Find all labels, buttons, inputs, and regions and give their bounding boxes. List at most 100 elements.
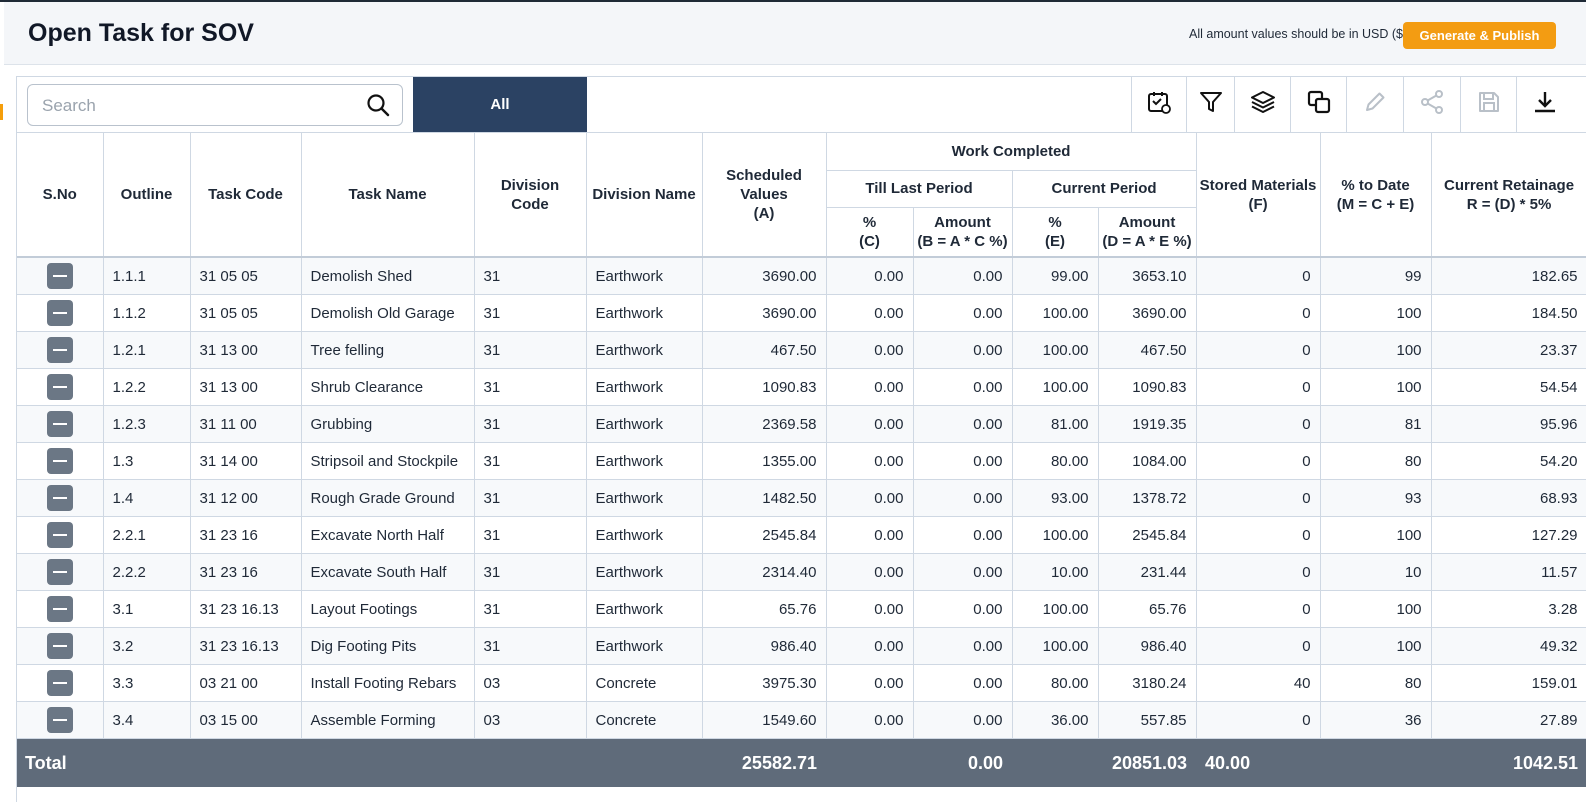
collapse-row-button[interactable] xyxy=(46,448,73,474)
collapse-row-button[interactable] xyxy=(46,633,73,659)
cell-amount-d: 1919.35 xyxy=(1098,405,1197,443)
collapse-row-button[interactable] xyxy=(46,337,73,363)
collapse-row-button[interactable] xyxy=(46,596,73,622)
cell-retainage: 49.32 xyxy=(1431,627,1586,665)
cell-amount-d: 2545.84 xyxy=(1098,516,1197,554)
cell-sno xyxy=(17,479,104,517)
cell-pct-c: 0.00 xyxy=(826,701,914,739)
cell-task-name: Tree felling xyxy=(301,331,475,369)
save-button[interactable] xyxy=(1460,77,1516,132)
calendar-check-icon xyxy=(1146,89,1172,120)
filter-button[interactable] xyxy=(1186,77,1234,132)
share-button[interactable] xyxy=(1403,77,1460,132)
cell-sno xyxy=(17,257,104,295)
cell-sno xyxy=(17,442,104,480)
cell-amount-d: 3690.00 xyxy=(1098,294,1197,332)
cell-task-name: Stripsoil and Stockpile xyxy=(301,442,475,480)
cell-outline: 1.3 xyxy=(103,442,191,480)
total-label: Total xyxy=(17,738,103,787)
cell-pct-to-date: 100 xyxy=(1320,331,1432,369)
edit-button[interactable] xyxy=(1346,77,1403,132)
cell-division-name: Concrete xyxy=(586,664,703,702)
cell-pct-e: 100.00 xyxy=(1012,368,1099,406)
total-scheduled: 25582.71 xyxy=(702,738,826,787)
cell-amount-b: 0.00 xyxy=(913,257,1013,295)
cell-pct-to-date: 36 xyxy=(1320,701,1432,739)
col-pct-c: % (C) xyxy=(826,207,914,258)
collapse-row-button[interactable] xyxy=(46,374,73,400)
table-row: 1.1.1 31 05 05 Demolish Shed 31 Earthwork 369… xyxy=(17,257,1586,295)
cell-scheduled: 2314.40 xyxy=(702,553,827,591)
cell-stored: 0 xyxy=(1196,553,1321,591)
save-icon xyxy=(1476,89,1502,120)
collapse-row-button[interactable] xyxy=(46,670,73,696)
cell-task-code: 31 13 00 xyxy=(190,331,302,369)
cell-pct-e: 100.00 xyxy=(1012,516,1099,554)
cell-pct-c: 0.00 xyxy=(826,442,914,480)
generate-publish-button[interactable]: Generate & Publish xyxy=(1403,22,1556,49)
collapse-row-button[interactable] xyxy=(46,559,73,585)
cell-pct-c: 0.00 xyxy=(826,479,914,517)
download-button[interactable] xyxy=(1516,77,1573,132)
cell-task-code: 31 14 00 xyxy=(190,442,302,480)
total-retainage: 1042.51 xyxy=(1431,738,1586,787)
cell-stored: 0 xyxy=(1196,442,1321,480)
cell-outline: 1.4 xyxy=(103,479,191,517)
table-row: 3.3 03 21 00 Install Footing Rebars 03 Concr… xyxy=(17,664,1586,702)
collapse-row-button[interactable] xyxy=(46,263,73,289)
cell-amount-d: 3653.10 xyxy=(1098,257,1197,295)
search-input[interactable] xyxy=(40,93,344,119)
cell-division-name: Earthwork xyxy=(586,368,703,406)
table-row: 3.1 31 23 16.13 Layout Footings 31 Earthwork… xyxy=(17,590,1586,628)
tab-all[interactable]: All xyxy=(413,77,587,132)
cell-pct-e: 93.00 xyxy=(1012,479,1099,517)
cell-task-name: Excavate North Half xyxy=(301,516,475,554)
cell-division-name: Earthwork xyxy=(586,294,703,332)
cell-pct-c: 0.00 xyxy=(826,627,914,665)
cell-amount-b: 0.00 xyxy=(913,701,1013,739)
pencil-icon xyxy=(1362,89,1388,120)
cell-pct-to-date: 81 xyxy=(1320,405,1432,443)
col-scheduled-values: Scheduled Values (A) xyxy=(702,133,827,258)
col-amount-b: Amount (B = A * C %) xyxy=(913,207,1013,258)
cell-task-code: 03 21 00 xyxy=(190,664,302,702)
filter-icon xyxy=(1198,89,1224,120)
toolbar: All xyxy=(17,77,1586,133)
col-group-current-period: Current Period xyxy=(1012,170,1197,208)
cell-stored: 0 xyxy=(1196,405,1321,443)
cell-outline: 3.3 xyxy=(103,664,191,702)
cell-scheduled: 3690.00 xyxy=(702,257,827,295)
collapse-row-button[interactable] xyxy=(46,707,73,733)
cell-division-code: 03 xyxy=(474,664,587,702)
table-row: 3.4 03 15 00 Assemble Forming 03 Concrete 154… xyxy=(17,701,1586,739)
calendar-check-button[interactable] xyxy=(1131,77,1186,132)
cell-task-name: Rough Grade Ground xyxy=(301,479,475,517)
cell-division-name: Earthwork xyxy=(586,442,703,480)
cell-division-code: 31 xyxy=(474,405,587,443)
cell-task-name: Shrub Clearance xyxy=(301,368,475,406)
collapse-row-button[interactable] xyxy=(46,485,73,511)
layers-button[interactable] xyxy=(1234,77,1290,132)
cell-outline: 1.1.1 xyxy=(103,257,191,295)
cell-task-code: 31 23 16.13 xyxy=(190,590,302,628)
cell-pct-e: 36.00 xyxy=(1012,701,1099,739)
cell-amount-d: 1378.72 xyxy=(1098,479,1197,517)
search-icon[interactable] xyxy=(366,93,390,117)
cell-task-code: 31 12 00 xyxy=(190,479,302,517)
collapse-row-button[interactable] xyxy=(46,300,73,326)
cell-task-code: 31 23 16 xyxy=(190,553,302,591)
collapse-row-button[interactable] xyxy=(46,522,73,548)
total-amount-b: 0.00 xyxy=(913,738,1012,787)
cell-pct-c: 0.00 xyxy=(826,405,914,443)
cell-sno xyxy=(17,331,104,369)
cell-retainage: 23.37 xyxy=(1431,331,1586,369)
cell-amount-b: 0.00 xyxy=(913,368,1013,406)
cell-scheduled: 3975.30 xyxy=(702,664,827,702)
cell-amount-d: 1084.00 xyxy=(1098,442,1197,480)
cell-outline: 1.2.1 xyxy=(103,331,191,369)
cell-scheduled: 1090.83 xyxy=(702,368,827,406)
copy-button[interactable] xyxy=(1290,77,1346,132)
cell-retainage: 68.93 xyxy=(1431,479,1586,517)
cell-retainage: 27.89 xyxy=(1431,701,1586,739)
collapse-row-button[interactable] xyxy=(46,411,73,437)
